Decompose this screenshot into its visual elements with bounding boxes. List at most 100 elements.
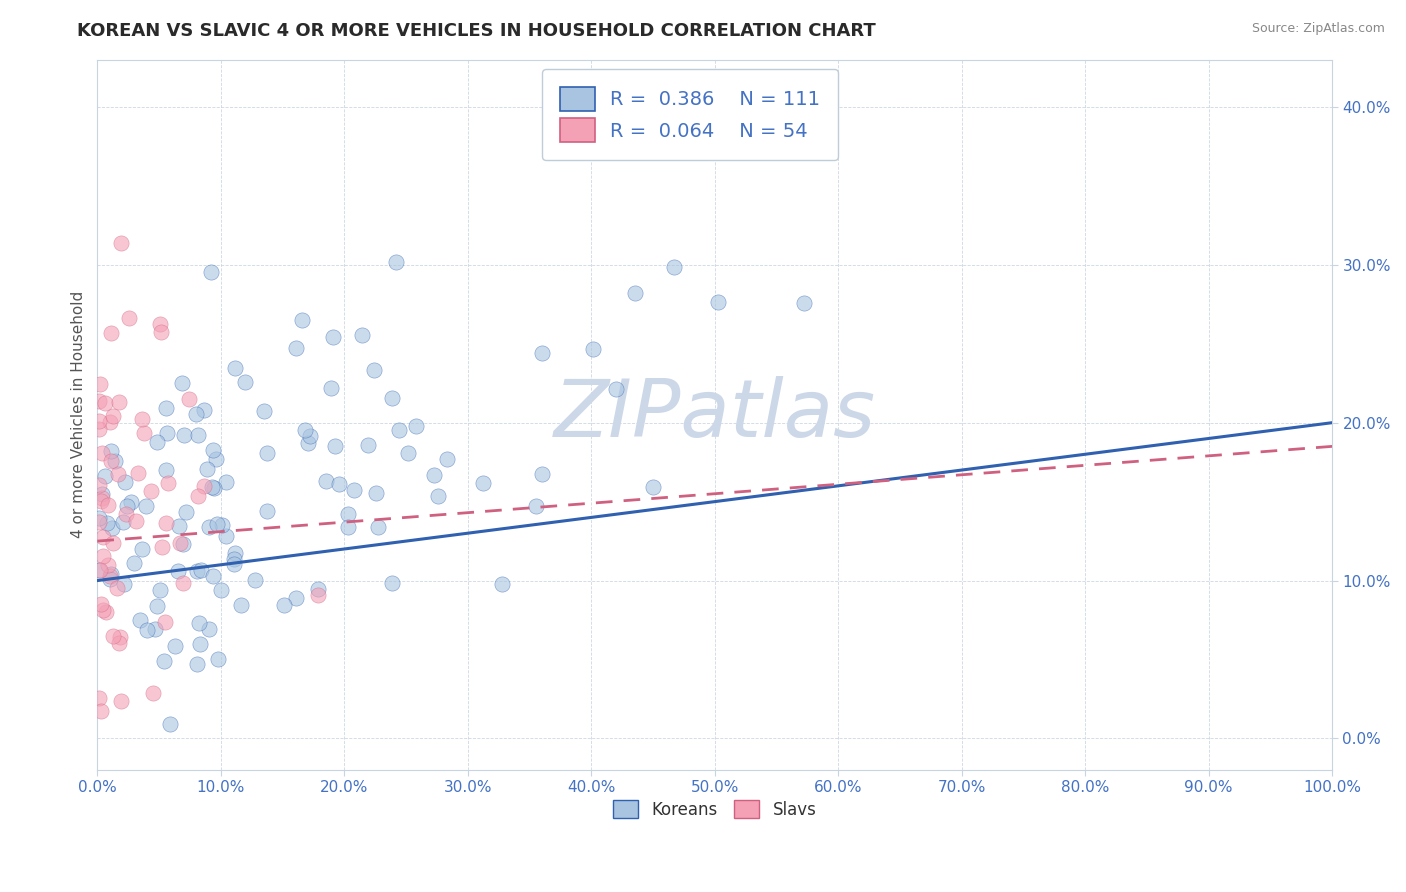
Point bbox=[90, 597, 112, 611]
Point bbox=[143, 622, 166, 636]
Point bbox=[150, 540, 173, 554]
Point bbox=[149, 582, 172, 597]
Point bbox=[363, 363, 385, 377]
Point bbox=[90, 446, 112, 460]
Point bbox=[91, 530, 114, 544]
Point bbox=[174, 505, 197, 519]
Point bbox=[127, 467, 149, 481]
Point bbox=[224, 546, 246, 560]
Point bbox=[215, 529, 238, 543]
Point bbox=[169, 536, 191, 550]
Point bbox=[87, 394, 110, 409]
Point bbox=[307, 582, 329, 596]
Point bbox=[89, 422, 111, 436]
Point bbox=[325, 439, 347, 453]
Point bbox=[142, 686, 165, 700]
Point bbox=[98, 568, 121, 582]
Point bbox=[139, 483, 162, 498]
Point bbox=[87, 515, 110, 529]
Point bbox=[224, 557, 246, 571]
Point bbox=[187, 490, 209, 504]
Point bbox=[149, 317, 172, 331]
Point bbox=[186, 564, 208, 578]
Point bbox=[167, 564, 190, 578]
Point bbox=[205, 516, 228, 531]
Point bbox=[385, 255, 408, 269]
Point bbox=[623, 285, 645, 300]
Point bbox=[524, 499, 547, 513]
Point bbox=[112, 577, 135, 591]
Point bbox=[201, 443, 224, 458]
Point bbox=[97, 558, 120, 572]
Point bbox=[273, 598, 295, 612]
Point bbox=[243, 574, 266, 588]
Point bbox=[229, 598, 252, 612]
Point bbox=[91, 549, 114, 563]
Point bbox=[299, 429, 322, 443]
Point bbox=[224, 361, 246, 376]
Point bbox=[530, 345, 553, 359]
Point bbox=[120, 494, 142, 508]
Point bbox=[201, 569, 224, 583]
Point bbox=[177, 392, 200, 407]
Point bbox=[110, 630, 132, 644]
Point bbox=[131, 412, 153, 426]
Point bbox=[132, 425, 155, 440]
Point bbox=[108, 636, 131, 650]
Point bbox=[118, 310, 141, 325]
Point bbox=[146, 434, 169, 449]
Point bbox=[173, 428, 195, 442]
Point bbox=[357, 437, 380, 451]
Point bbox=[200, 265, 222, 279]
Point bbox=[97, 498, 120, 512]
Point bbox=[197, 462, 219, 476]
Point bbox=[110, 235, 132, 250]
Point bbox=[89, 563, 111, 577]
Point bbox=[211, 518, 233, 533]
Point bbox=[793, 296, 815, 310]
Point bbox=[115, 507, 138, 521]
Point bbox=[641, 479, 664, 493]
Point bbox=[90, 493, 112, 508]
Text: ZIPatlas: ZIPatlas bbox=[554, 376, 876, 454]
Point bbox=[98, 415, 121, 429]
Point bbox=[381, 392, 404, 406]
Point bbox=[101, 521, 124, 535]
Point bbox=[291, 313, 314, 327]
Point bbox=[112, 515, 135, 529]
Point bbox=[215, 475, 238, 489]
Point bbox=[188, 637, 211, 651]
Point bbox=[202, 481, 225, 495]
Point bbox=[297, 436, 319, 450]
Point bbox=[156, 426, 179, 441]
Point bbox=[381, 576, 404, 591]
Point bbox=[108, 394, 131, 409]
Point bbox=[100, 326, 122, 341]
Y-axis label: 4 or more Vehicles in Household: 4 or more Vehicles in Household bbox=[72, 291, 86, 539]
Point bbox=[136, 624, 159, 638]
Point bbox=[582, 343, 605, 357]
Point bbox=[224, 551, 246, 566]
Point bbox=[367, 520, 389, 534]
Point bbox=[285, 341, 308, 355]
Point bbox=[114, 475, 136, 489]
Point bbox=[307, 588, 329, 602]
Point bbox=[87, 563, 110, 577]
Point bbox=[321, 381, 343, 395]
Point bbox=[87, 414, 110, 428]
Point bbox=[284, 591, 307, 605]
Point bbox=[172, 576, 194, 591]
Point bbox=[707, 294, 730, 309]
Point bbox=[155, 463, 177, 477]
Point bbox=[98, 572, 121, 586]
Point bbox=[343, 483, 366, 497]
Point bbox=[89, 704, 111, 718]
Text: Source: ZipAtlas.com: Source: ZipAtlas.com bbox=[1251, 22, 1385, 36]
Point bbox=[101, 629, 124, 643]
Point bbox=[193, 403, 215, 417]
Point bbox=[605, 382, 627, 396]
Point bbox=[146, 599, 169, 614]
Point bbox=[101, 535, 124, 549]
Point bbox=[427, 489, 450, 503]
Point bbox=[396, 446, 419, 460]
